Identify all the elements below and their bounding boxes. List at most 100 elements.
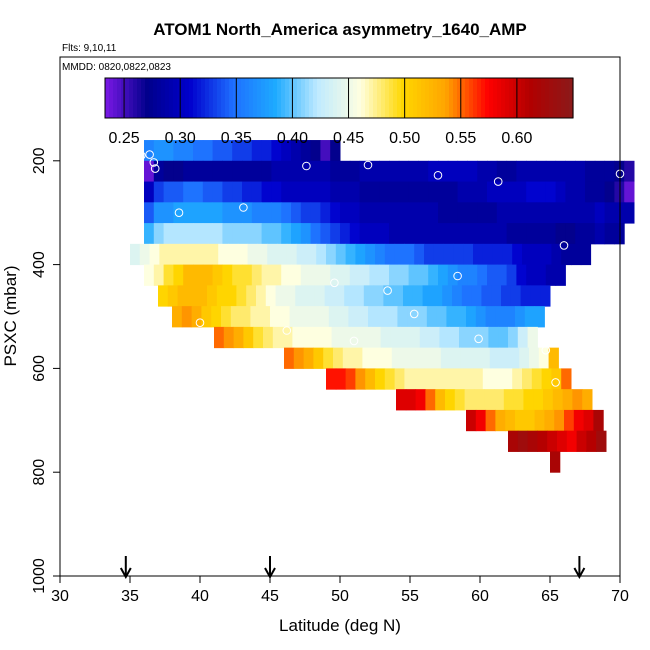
heatmap-cell [330,223,341,245]
colorbar-swatch [537,78,542,118]
colorbar-swatch [409,78,414,118]
colorbar-swatch [149,78,154,118]
heatmap-cell [149,243,160,266]
heatmap-cell [422,285,433,307]
heatmap-cell [519,347,530,369]
heatmap-cell [261,264,272,286]
heatmap-cell [477,160,488,183]
heatmap-cell [214,326,225,349]
colorbar-swatch [569,78,574,118]
heatmap-cell [211,306,222,328]
heatmap-cell [340,223,351,245]
heatmap-cell [516,202,527,224]
heatmap-cell [390,326,401,349]
colorbar-swatch [461,78,466,118]
colorbar-swatch [421,78,426,118]
colorbar-swatch [317,78,322,118]
y-tick-label: 800 [31,459,48,486]
heatmap-cell [319,306,330,328]
colorbar-swatch [469,78,474,118]
colorbar [105,78,574,118]
heatmap-cell [202,202,214,224]
heatmap-cell [330,264,341,286]
heatmap-cell [202,181,214,203]
data-point [545,540,555,550]
heatmap-cell [494,389,505,411]
heatmap-cell [320,160,331,183]
colorbar-swatch [257,78,262,118]
heatmap-cell [222,181,233,203]
heatmap-cell [482,243,494,266]
heatmap-cell [379,160,390,183]
heatmap-cell [408,202,419,224]
heatmap-cell [389,223,400,245]
colorbar-swatch [137,78,142,118]
heatmap-cell [253,326,264,349]
heatmap-cell [513,389,524,411]
heatmap-cell [303,347,314,369]
colorbar-swatch [397,78,402,118]
heatmap-cell [167,285,179,307]
heatmap-cell [277,243,288,266]
heatmap-cell [431,347,442,369]
colorbar-swatch [241,78,246,118]
colorbar-swatch [209,78,214,118]
heatmap-cell [341,326,352,349]
heatmap-cell [144,223,155,245]
heatmap-cell [354,285,365,307]
heatmap-cell [275,285,286,307]
heatmap-cell [403,285,414,307]
colorbar-swatch [285,78,290,118]
colorbar-swatch [517,78,522,118]
heatmap-cell [439,326,450,349]
heatmap-cell [270,306,281,328]
chart-title: ATOM1 North_America asymmetry_1640_AMP [153,20,527,39]
heatmap-cell [480,347,491,369]
heatmap-cell [428,264,439,286]
heatmap-cell [565,160,576,183]
heatmap-cell [291,264,302,286]
heatmap-cell [340,160,351,183]
heatmap-cell [232,264,243,286]
colorbar-swatch [433,78,438,118]
heatmap-cell [299,306,310,328]
heatmap-cell [291,181,302,203]
heatmap-cell [436,306,447,328]
data-point [216,363,226,372]
x-axis-label: Latitude (deg N) [279,616,401,635]
colorbar-swatch [105,78,110,118]
heatmap-cell [524,306,536,328]
heatmap-cell [452,285,463,307]
heatmap-cell [555,181,566,203]
colorbar-swatch [337,78,342,118]
heatmap-cell [555,202,566,224]
heatmap-cell [526,223,537,245]
heatmap-cell [499,347,510,369]
data-point [174,208,184,217]
heatmap-cell [153,181,165,203]
heatmap-cell [300,140,312,162]
heatmap-cell [218,243,229,266]
heatmap-cell [429,326,440,349]
heatmap-cell [330,181,341,203]
colorbar-swatch [477,78,482,118]
heatmap-cell [285,285,296,307]
heatmap-cell [222,160,233,183]
heatmap-cell [251,264,263,286]
heatmap-cell [201,306,212,328]
heatmap-cell [524,409,536,432]
heatmap-cell [502,243,513,266]
colorbar-tick-label: 0.35 [221,130,252,147]
heatmap-cell [251,181,263,203]
heatmap-cell [467,202,478,224]
colorbar-swatch [449,78,454,118]
heatmap-cell [380,326,391,349]
heatmap-cell [582,389,593,411]
heatmap-cell [471,285,482,307]
heatmap-cell [183,140,194,162]
heatmap-cell [372,347,383,369]
heatmap-cell [281,160,292,183]
heatmap-cell [389,160,400,183]
heatmap-cell [604,181,615,203]
colorbar-swatch [109,78,114,118]
